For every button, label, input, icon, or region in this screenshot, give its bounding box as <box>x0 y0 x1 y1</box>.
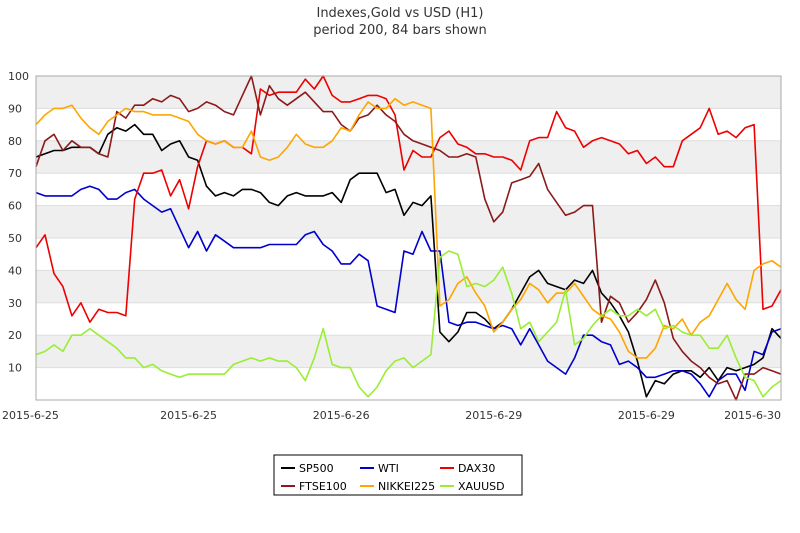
x-tick-label: 2015-6-29 <box>618 409 675 422</box>
legend-label: NIKKEI225 <box>378 480 435 493</box>
series-line-sp500 <box>35 123 782 398</box>
chart-subtitle: period 200, 84 bars shown <box>313 23 487 38</box>
plot-frame <box>35 75 782 401</box>
grid-band <box>36 367 781 400</box>
legend-label: XAUUSD <box>458 480 505 493</box>
chart-title: Indexes,Gold vs USD (H1) <box>316 6 483 21</box>
legend: SP500 WTI DAX30 FTSE100 NIKKEI225 XAUUSD <box>273 454 523 496</box>
legend-label: DAX30 <box>458 462 495 475</box>
grid-band <box>36 140 781 174</box>
y-tick-label: 10 <box>8 362 22 375</box>
series-line-nikkei225 <box>35 97 782 359</box>
grid-band <box>36 238 781 271</box>
legend-label: FTSE100 <box>299 480 347 493</box>
grid-band <box>36 270 781 303</box>
y-tick-label: 60 <box>8 200 22 213</box>
y-tick-label: 40 <box>8 264 22 277</box>
grid-band <box>36 108 781 141</box>
x-axis-ticks: 2015-6-25 2015-6-25 2015-6-26 2015-6-29 2015… <box>2 409 781 422</box>
y-tick-label: 20 <box>8 329 22 342</box>
x-tick-label: 2015-6-26 <box>313 409 370 422</box>
grid-band <box>36 173 781 206</box>
y-tick-label: 70 <box>8 167 22 180</box>
y-tick-label: 90 <box>8 102 22 115</box>
series-line-ftse100 <box>35 75 782 401</box>
legend-label: WTI <box>378 462 399 475</box>
grid-band <box>36 205 781 238</box>
x-tick-label: 2015-6-25 <box>2 409 59 422</box>
y-tick-label: 80 <box>8 135 22 148</box>
y-tick-label: 100 <box>8 70 29 83</box>
y-tick-label: 50 <box>8 232 22 245</box>
legend-label: SP500 <box>299 462 334 475</box>
legend-box <box>273 454 523 496</box>
y-tick-label: 30 <box>8 297 22 310</box>
x-tick-label: 2015-6-25 <box>160 409 217 422</box>
series-lines <box>35 75 782 401</box>
x-tick-label: 2015-6-30 <box>724 409 781 422</box>
series-line-dax30 <box>35 75 782 324</box>
y-axis-ticks: 10 20 30 40 50 60 70 80 90 100 <box>8 70 29 375</box>
series-line-xauusd <box>35 250 782 398</box>
grid-band <box>36 302 781 336</box>
series-line-wti <box>35 185 782 398</box>
x-tick-label: 2015-6-29 <box>465 409 522 422</box>
